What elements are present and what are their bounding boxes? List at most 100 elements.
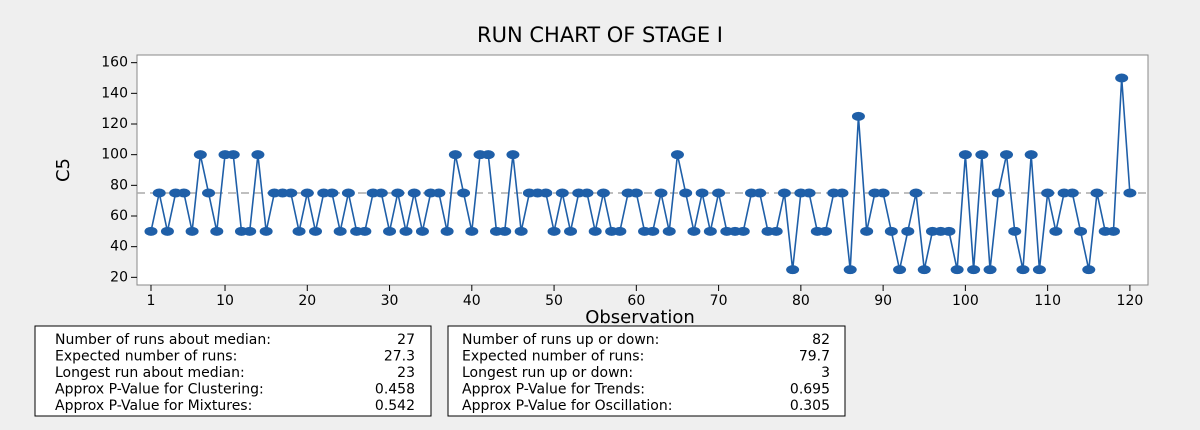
stat-label: Approx P-Value for Trends: [462,382,645,398]
point [251,150,265,160]
plot-area [136,54,1149,286]
x-tick-label: 120 [1117,293,1144,309]
point [514,226,528,236]
stat-value: 79.7 [799,349,830,365]
point [358,226,372,236]
stat-label: Approx P-Value for Clustering: [55,382,264,398]
y-tick-label: 80 [110,177,128,193]
point [1106,226,1120,236]
point [670,150,684,160]
point [448,150,462,160]
point [819,226,833,236]
point [399,226,413,236]
point [646,226,660,236]
y-tick-label: 60 [110,208,128,224]
point [259,226,273,236]
point [596,188,610,198]
stats-box [447,325,846,417]
point [736,226,750,236]
x-tick-label: 110 [1034,293,1061,309]
point [703,226,717,236]
point [712,188,726,198]
point [1024,150,1038,160]
stat-label: Approx P-Value for Mixtures: [55,398,252,414]
point [802,188,816,198]
y-tick-label: 40 [110,239,128,255]
point [777,188,791,198]
point [901,226,915,236]
point [1074,226,1088,236]
x-tick-label: 1 [147,293,156,309]
point [975,150,989,160]
point [580,188,594,198]
point [909,188,923,198]
point [193,150,207,160]
stat-label: Longest run about median: [55,365,245,381]
point [177,188,191,198]
point [325,188,339,198]
point [588,226,602,236]
stat-value: 27.3 [384,349,415,365]
chart-title: RUN CHART OF STAGE I [477,23,723,47]
x-tick-label: 50 [545,293,563,309]
point [440,226,454,236]
point [786,265,800,275]
x-tick-label: 30 [381,293,399,309]
y-tick-label: 20 [110,269,128,285]
stat-value: 3 [821,365,830,381]
x-tick-label: 90 [874,293,892,309]
point [884,226,898,236]
point [1082,265,1096,275]
point [391,188,405,198]
point [1123,188,1137,198]
y-tick-label: 160 [101,55,128,71]
point [407,188,421,198]
stat-value: 27 [397,332,415,348]
stat-value: 23 [397,365,415,381]
point [679,188,693,198]
point [835,188,849,198]
point [860,226,874,236]
x-tick-label: 60 [627,293,645,309]
point [958,150,972,160]
point [967,265,981,275]
point [432,188,446,198]
x-axis-label: Observation [585,307,695,328]
point [1016,265,1030,275]
stat-label: Longest run up or down: [462,365,633,381]
point [210,226,224,236]
point [893,265,907,275]
point [465,226,479,236]
y-tick-label: 120 [101,116,128,132]
stat-value: 0.305 [790,398,830,414]
stat-value: 82 [812,332,830,348]
point [202,188,216,198]
point [843,265,857,275]
point [613,226,627,236]
point [662,226,676,236]
point [284,188,298,198]
point [309,226,323,236]
point [1090,188,1104,198]
point [983,265,997,275]
point [457,188,471,198]
stat-value: 0.695 [790,382,830,398]
point [1115,73,1129,83]
point [1065,188,1079,198]
stat-value: 0.458 [375,382,415,398]
point [144,226,158,236]
point [185,226,199,236]
stat-label: Expected number of runs: [55,349,237,365]
stat-label: Expected number of runs: [462,349,644,365]
x-tick-label: 20 [298,293,316,309]
point [1041,188,1055,198]
series-line [150,77,1131,270]
point [374,188,388,198]
point [383,226,397,236]
point [341,188,355,198]
stats-box [34,325,432,417]
point [687,226,701,236]
point [851,111,865,121]
stat-label: Number of runs up or down: [462,332,659,348]
